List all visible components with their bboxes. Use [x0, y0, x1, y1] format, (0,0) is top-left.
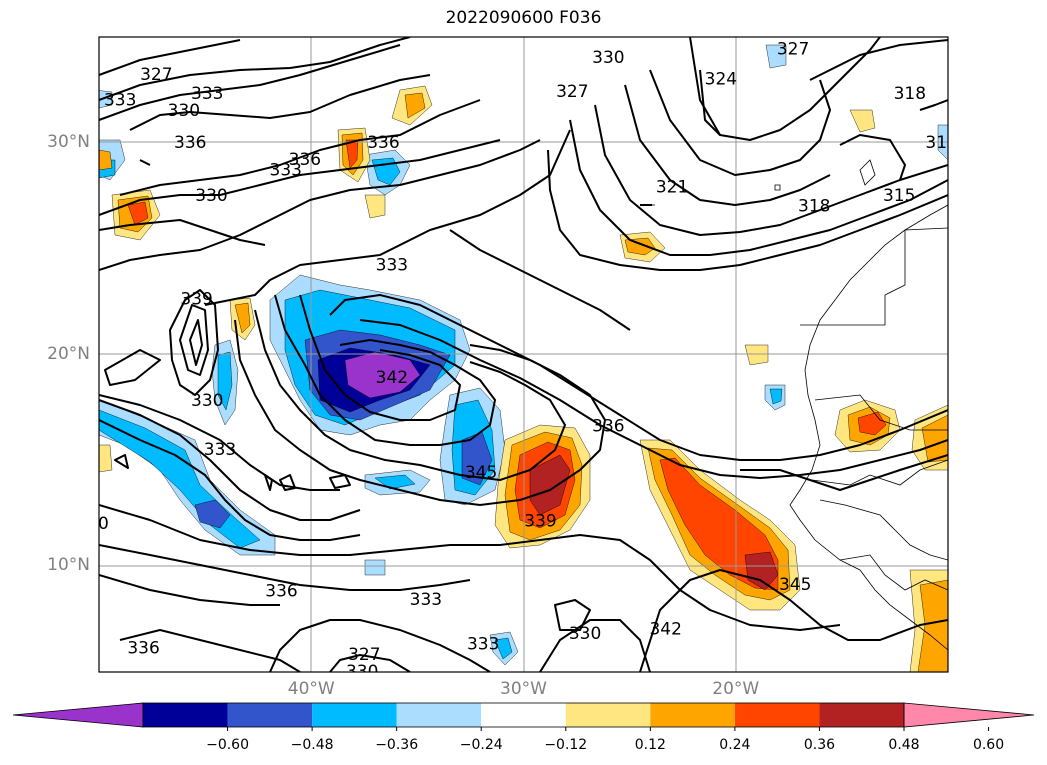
colorbar-frame: [142, 702, 905, 728]
map-title: 2022090600 F036: [445, 8, 602, 28]
colorbar-tick-label: −0.12: [544, 737, 588, 753]
latitude-label: 10°N: [47, 555, 90, 576]
contour-lines: [99, 37, 948, 672]
latitude-label: 30°N: [47, 131, 90, 152]
longitude-label: 40°W: [287, 679, 335, 699]
contour-label: 330: [191, 391, 223, 411]
contour-label: 345: [779, 575, 811, 595]
contour-label: 333: [204, 440, 236, 460]
contour-label: 333: [376, 256, 408, 276]
contour-label: 333: [191, 84, 223, 104]
colorbar-band: [819, 703, 904, 727]
latitude-label: 20°N: [47, 343, 90, 364]
contour-label: 330: [195, 186, 227, 206]
contour-label: 333: [104, 91, 136, 111]
contour-label: 333: [270, 160, 302, 180]
contour-label: 339: [524, 512, 556, 532]
contour-label: 336: [174, 133, 206, 153]
colorbar-tick-label: 0.36: [803, 737, 836, 753]
colorbar-extend-low: [12, 702, 144, 728]
contour-label: 321: [656, 177, 688, 197]
contour-label: 318: [894, 84, 926, 104]
colorbar-band: [481, 703, 566, 727]
colorbar-tick-label: 0.12: [634, 737, 666, 753]
contour-label: 336: [289, 150, 321, 170]
contour-label: 339: [180, 289, 212, 309]
contour-label: 327: [556, 82, 588, 102]
contour-labels: 3273333303333363333363303363333393423303…: [76, 40, 957, 682]
colorbar-tick-label: 0.24: [719, 737, 751, 753]
colorbar-tick-label: −0.24: [459, 737, 503, 753]
contour-label: 318: [798, 196, 830, 216]
contour-label: 336: [367, 133, 399, 153]
contour-label: 333: [410, 590, 442, 610]
contour-label: 330: [592, 48, 624, 68]
contour-label: 315: [925, 133, 957, 153]
colorbar-band: [734, 703, 820, 727]
contour-label: 330: [346, 662, 378, 682]
plot-area: 3273333303333363333363303363333393423303…: [76, 37, 957, 682]
colorbar-band: [650, 703, 735, 727]
longitude-label: 30°W: [500, 679, 547, 699]
contour-label: 330: [168, 101, 200, 121]
contour-label: 336: [127, 639, 159, 659]
plot-frame: [98, 36, 949, 673]
contour-label: 336: [265, 582, 297, 602]
colorbar: [12, 702, 1035, 731]
contour-label: 315: [883, 186, 915, 206]
contour-label: 342: [376, 368, 408, 388]
contour-label: 336: [592, 416, 624, 436]
coastlines: [640, 159, 948, 651]
colorbar-band: [143, 703, 228, 727]
contour-label: 330: [76, 514, 108, 534]
colorbar-tick-label: 0.48: [888, 737, 920, 753]
colorbar-band: [312, 703, 397, 727]
shaded-field: [99, 44, 948, 672]
colorbar-band: [396, 703, 482, 727]
contour-label: 330: [569, 624, 601, 644]
contour-label: 342: [649, 620, 681, 640]
colorbar-band: [227, 703, 313, 727]
colorbar-tick-label: −0.48: [290, 737, 334, 753]
colorbar-band: [565, 703, 651, 727]
gridlines: [99, 37, 948, 672]
colorbar-tick-label: −0.60: [206, 737, 249, 753]
contour-label: 327: [140, 65, 172, 85]
contour-label: 327: [777, 40, 809, 60]
colorbar-tick-label: 0.60: [972, 737, 1005, 753]
contour-label: 345: [465, 463, 497, 483]
contour-label: 324: [705, 69, 737, 89]
contour-label: 327: [348, 645, 380, 665]
longitude-label: 20°W: [712, 679, 760, 699]
colorbar-tick-label: −0.36: [375, 737, 419, 753]
colorbar-extend-high: [903, 702, 1035, 728]
contour-label: 333: [467, 634, 499, 654]
